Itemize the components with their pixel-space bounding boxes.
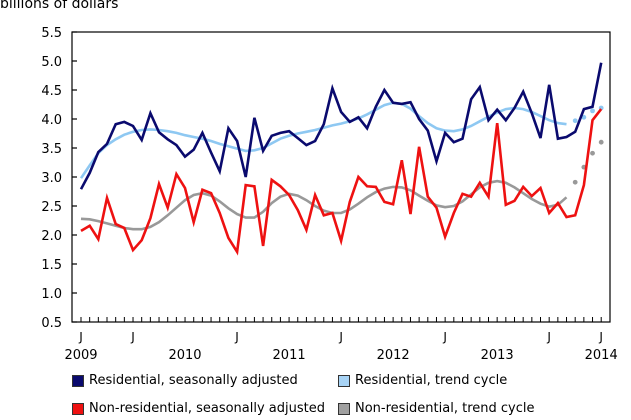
projected-point-residential-trend-cycle bbox=[581, 114, 587, 120]
x-month-label: J bbox=[130, 330, 135, 344]
x-month-label: J bbox=[234, 330, 239, 344]
x-axis-ticks: J J J J J J J 2009 2010 2011 2012 2013 2014 bbox=[64, 317, 618, 363]
y-axis-unit-label: billions of dollars bbox=[0, 0, 119, 12]
y-tick-label: 4.5 bbox=[41, 84, 62, 99]
series-line-residential-seasonally-adjusted bbox=[79, 62, 603, 190]
projected-point-residential-trend-cycle bbox=[590, 108, 595, 114]
y-tick-label: 4.0 bbox=[41, 113, 62, 128]
x-year-label: 2010 bbox=[168, 348, 201, 363]
x-year-label: 2013 bbox=[481, 348, 514, 363]
y-tick-label: 2.0 bbox=[41, 229, 62, 244]
x-year-label: 2009 bbox=[64, 348, 97, 363]
projected-point-non-residential-trend-cycle bbox=[572, 179, 578, 185]
x-year-label: 2011 bbox=[273, 348, 306, 363]
y-tick-label: 1.5 bbox=[41, 258, 62, 273]
y-tick-label: 5.5 bbox=[41, 26, 62, 41]
projected-point-non-residential-trend-cycle bbox=[598, 139, 604, 145]
projected-point-residential-trend-cycle bbox=[572, 118, 578, 124]
y-axis-ticks: 0.5 1.0 1.5 2.0 2.5 3.0 3.5 4.0 4.5 5.0 5.5 bbox=[41, 26, 77, 331]
series-line-residential-trend-cycle bbox=[79, 101, 567, 179]
x-year-label: 2014 bbox=[585, 348, 618, 363]
y-tick-label: 0.5 bbox=[41, 316, 62, 331]
y-tick-label: 3.5 bbox=[41, 142, 62, 157]
plot-frame bbox=[71, 31, 611, 323]
projected-point-non-residential-trend-cycle bbox=[590, 150, 595, 156]
x-month-label: J bbox=[546, 330, 551, 344]
y-tick-label: 2.5 bbox=[41, 200, 62, 215]
x-month-label: J bbox=[598, 330, 603, 344]
x-month-label: J bbox=[338, 330, 343, 344]
y-tick-label: 1.0 bbox=[41, 287, 62, 302]
y-tick-label: 3.0 bbox=[41, 171, 62, 186]
y-tick-label: 5.0 bbox=[41, 55, 62, 70]
x-year-label: 2012 bbox=[377, 348, 410, 363]
x-month-label: J bbox=[442, 330, 447, 344]
series-group bbox=[79, 62, 604, 256]
series-line-non-residential-trend-cycle bbox=[80, 179, 568, 231]
x-month-label: J bbox=[78, 330, 83, 344]
series-line-non-residential-seasonally-adjusted bbox=[80, 108, 603, 256]
